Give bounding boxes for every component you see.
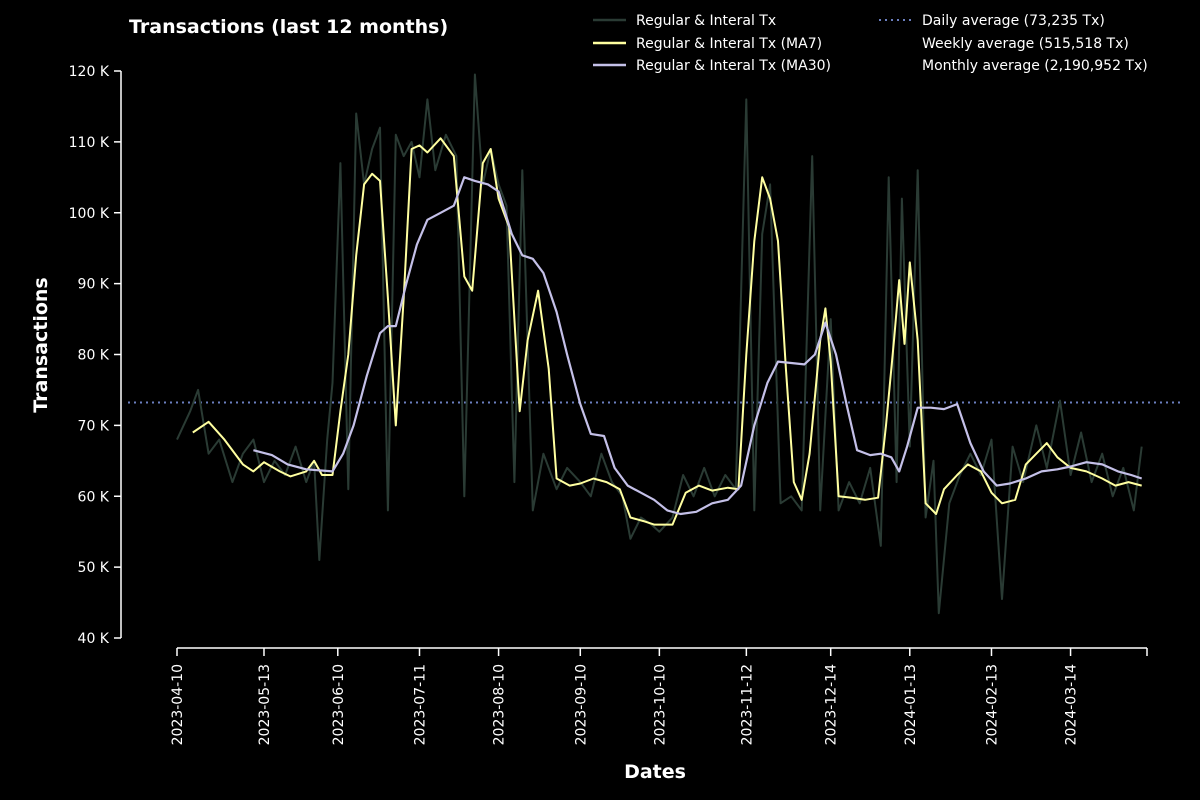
x-tick-label: 2024-01-13	[903, 664, 919, 745]
y-tick-label: 50 K	[78, 560, 110, 576]
y-tick-label: 90 K	[78, 277, 110, 293]
series-layer	[176, 73, 1143, 615]
y-tick-label: 60 K	[78, 489, 110, 505]
y-axis-label: Transactions	[30, 277, 52, 412]
legend-entry-label: Daily average (73,235 Tx)	[922, 13, 1105, 29]
legend-entry-label: Weekly average (515,518 Tx)	[922, 36, 1129, 52]
x-tick-label: 2023-05-13	[257, 664, 273, 745]
x-tick-label: 2023-04-10	[170, 664, 186, 745]
x-tick-label: 2023-07-11	[413, 664, 429, 745]
x-tick-label: 2023-09-10	[573, 664, 589, 745]
series-line-ma7	[192, 137, 1142, 526]
x-tick-label: 2024-02-13	[984, 664, 1000, 745]
legend-entry-label: Regular & Interal Tx (MA7)	[636, 36, 822, 52]
y-ticks: 40 K 50 K 60 K 70 K 80 K 90 K 100 K 110 K 120 K	[69, 64, 121, 647]
x-tick-label: 2023-10-10	[652, 664, 668, 745]
legend-entry-label: Regular & Interal Tx	[636, 13, 776, 29]
legend-entry-label: Regular & Interal Tx (MA30)	[636, 58, 831, 74]
x-tick-label: 2023-12-14	[824, 664, 840, 745]
y-tick-label: 80 K	[78, 348, 110, 364]
x-ticks: 2023-04-10 2023-05-13 2023-06-10 2023-07-11…	[170, 648, 1148, 745]
x-tick-label: 2023-06-10	[331, 664, 347, 745]
legend: Regular & Interal Tx Regular & Interal Tx…	[593, 13, 1148, 74]
y-tick-label: 40 K	[78, 631, 110, 647]
x-tick-label: 2024-03-14	[1064, 664, 1080, 745]
y-tick-label: 70 K	[78, 418, 110, 434]
series-line-ma30	[253, 176, 1143, 516]
x-axis-label: Dates	[624, 761, 686, 783]
x-tick-label: 2023-11-12	[739, 664, 755, 745]
legend-entry-label: Monthly average (2,190,952 Tx)	[922, 58, 1148, 74]
chart-title: Transactions (last 12 months)	[129, 16, 448, 38]
y-tick-label: 110 K	[69, 135, 110, 151]
x-tick-label: 2023-08-10	[492, 664, 508, 745]
y-tick-label: 100 K	[69, 206, 110, 222]
y-tick-label: 120 K	[69, 64, 110, 80]
